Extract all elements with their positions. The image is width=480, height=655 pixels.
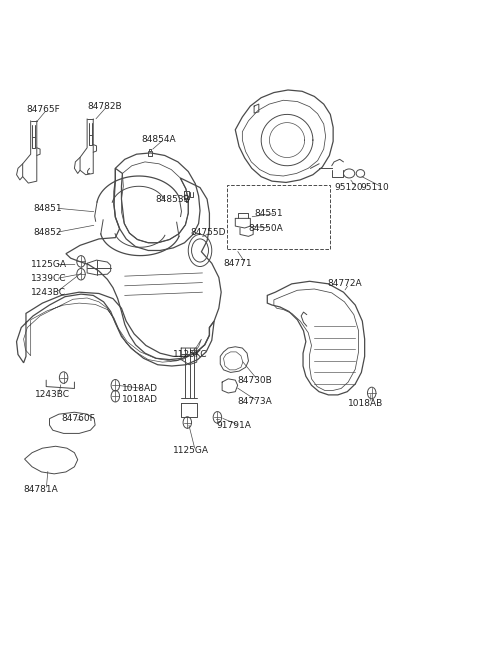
Bar xyxy=(227,185,330,249)
Text: 84755D: 84755D xyxy=(191,228,226,237)
Text: 91791A: 91791A xyxy=(216,421,252,430)
Text: 1125GA: 1125GA xyxy=(31,260,67,269)
Text: 84550A: 84550A xyxy=(249,223,283,233)
Text: 84551: 84551 xyxy=(254,209,283,217)
Text: 95120: 95120 xyxy=(334,183,363,192)
Text: 1243BC: 1243BC xyxy=(31,288,66,297)
Text: 84854A: 84854A xyxy=(141,135,176,144)
Text: 1018AD: 1018AD xyxy=(121,384,157,393)
Text: 1018AB: 1018AB xyxy=(348,399,384,408)
Text: 1125KC: 1125KC xyxy=(173,350,208,359)
Text: 84772A: 84772A xyxy=(327,279,361,288)
Text: 1339CC: 1339CC xyxy=(31,274,66,283)
Text: 84730B: 84730B xyxy=(238,375,272,384)
Text: 84851: 84851 xyxy=(33,204,61,213)
Text: 84852: 84852 xyxy=(33,228,61,237)
Text: 84760F: 84760F xyxy=(61,414,95,423)
Text: 95110: 95110 xyxy=(360,183,389,192)
Text: 84853B: 84853B xyxy=(156,195,190,204)
Text: 84782B: 84782B xyxy=(87,102,122,111)
Text: 84781A: 84781A xyxy=(24,485,59,495)
Text: 1243BC: 1243BC xyxy=(36,390,71,400)
Text: 1018AD: 1018AD xyxy=(121,395,157,404)
Text: 84771: 84771 xyxy=(224,259,252,268)
Text: 1125GA: 1125GA xyxy=(173,446,209,455)
Text: 84765F: 84765F xyxy=(26,105,60,114)
Text: 84773A: 84773A xyxy=(238,397,272,406)
